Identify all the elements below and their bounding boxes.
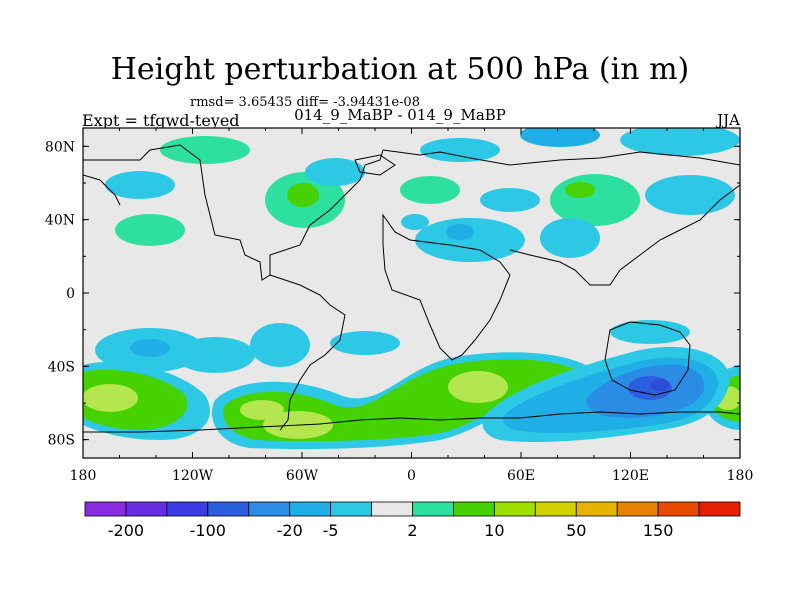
- lat-tick-label: 80N: [45, 139, 75, 155]
- experiment-label: Expt = tfgwd-teyed: [82, 111, 240, 130]
- colorbar-box: [616, 501, 659, 517]
- center-string: 014_9_MaBP - 014_9_MaBP: [294, 106, 506, 124]
- contour-region: [480, 188, 540, 212]
- colorbar-label: 2: [407, 521, 417, 540]
- coastline-africa: [382, 213, 511, 361]
- contour-region: [565, 182, 595, 198]
- contour-region: [645, 175, 735, 215]
- stats-subtitle: rmsd= 3.65435 diff= -3.94431e-08: [190, 95, 420, 110]
- colorbar-box: [330, 501, 372, 517]
- contour-region: [240, 400, 284, 420]
- coastline-north-america: [83, 144, 384, 281]
- contour-region: [620, 128, 740, 156]
- lat-tick-label: 40N: [45, 213, 75, 229]
- contour-region: [415, 218, 525, 262]
- lon-tick-label: 120E: [612, 468, 649, 484]
- colorbar-label: -20: [277, 521, 303, 540]
- longitude-axis: 180 120W 60W 0 60E 120E 180: [70, 128, 754, 484]
- colorbar-box: [412, 501, 454, 517]
- colorbar-label: 10: [484, 521, 504, 540]
- colorbar-label: -200: [108, 521, 144, 540]
- contour-region: [650, 379, 670, 391]
- contour-region: [305, 158, 365, 186]
- contour-region: [400, 176, 460, 204]
- colorbar-label: -5: [323, 521, 339, 540]
- lat-tick-label: 80S: [48, 433, 75, 449]
- contour-region: [175, 337, 255, 373]
- lon-tick-label: 60W: [286, 468, 319, 484]
- contour-region: [401, 214, 429, 230]
- contour-region: [448, 371, 508, 403]
- contour-region: [520, 128, 600, 147]
- colorbar-label: 50: [566, 521, 586, 540]
- colorbar-box: [125, 501, 168, 517]
- coastline-eurasia: [382, 149, 740, 166]
- colorbar-box: [453, 501, 495, 517]
- lon-tick-label: 180: [70, 468, 97, 484]
- coastline-australia: [604, 321, 691, 396]
- colorbar-box: [534, 501, 577, 517]
- colorbar-box: [575, 501, 618, 517]
- coastline-antarctica: [83, 411, 740, 433]
- lon-tick-label: 120W: [172, 468, 214, 484]
- colorbar-box: [371, 501, 413, 517]
- contour-region: [287, 183, 319, 207]
- contour-region: [550, 174, 640, 226]
- season-label: JJA: [717, 111, 740, 129]
- colorbar-box: [166, 501, 209, 517]
- lat-tick-label: 40S: [48, 359, 75, 375]
- contour-region: [130, 339, 170, 357]
- colorbar-box: [248, 501, 291, 517]
- colorbar-box: [698, 501, 741, 517]
- lon-tick-label: 60E: [507, 468, 535, 484]
- contour-region: [540, 218, 600, 258]
- colorbar-box: [207, 501, 250, 517]
- contour-region: [420, 138, 500, 162]
- contour-region: [610, 320, 690, 344]
- colorbar-label: 150: [643, 521, 674, 540]
- lon-tick-label: 180: [727, 468, 754, 484]
- latitude-axis: 80N 40N 0 40S 80S: [45, 139, 740, 449]
- coastlines: [83, 144, 740, 433]
- coastline-south-america: [269, 274, 346, 431]
- contour-region: [446, 224, 474, 240]
- coastline-arctic: [83, 174, 121, 206]
- colorbar-label: -100: [190, 521, 226, 540]
- coastline-asia-south: [509, 184, 740, 286]
- lon-tick-label: 0: [407, 468, 416, 484]
- contour-region: [105, 171, 175, 199]
- contour-region: [83, 384, 138, 412]
- colorbar-box: [493, 501, 536, 517]
- contour-region: [160, 136, 250, 164]
- colorbar-box: [289, 501, 332, 517]
- lat-tick-label: 0: [66, 286, 75, 302]
- colorbar-box: [84, 501, 127, 517]
- coastline-greenland: [354, 154, 396, 176]
- colorbar: -200 -100 -20 -5 2 10 50 150: [84, 501, 741, 540]
- contour-fields: [83, 128, 740, 450]
- colorbar-box: [657, 501, 700, 517]
- plot-title: Height perturbation at 500 hPa (in m): [110, 52, 690, 87]
- contour-region: [330, 331, 400, 355]
- contour-region: [250, 323, 310, 367]
- contour-region: [115, 214, 185, 246]
